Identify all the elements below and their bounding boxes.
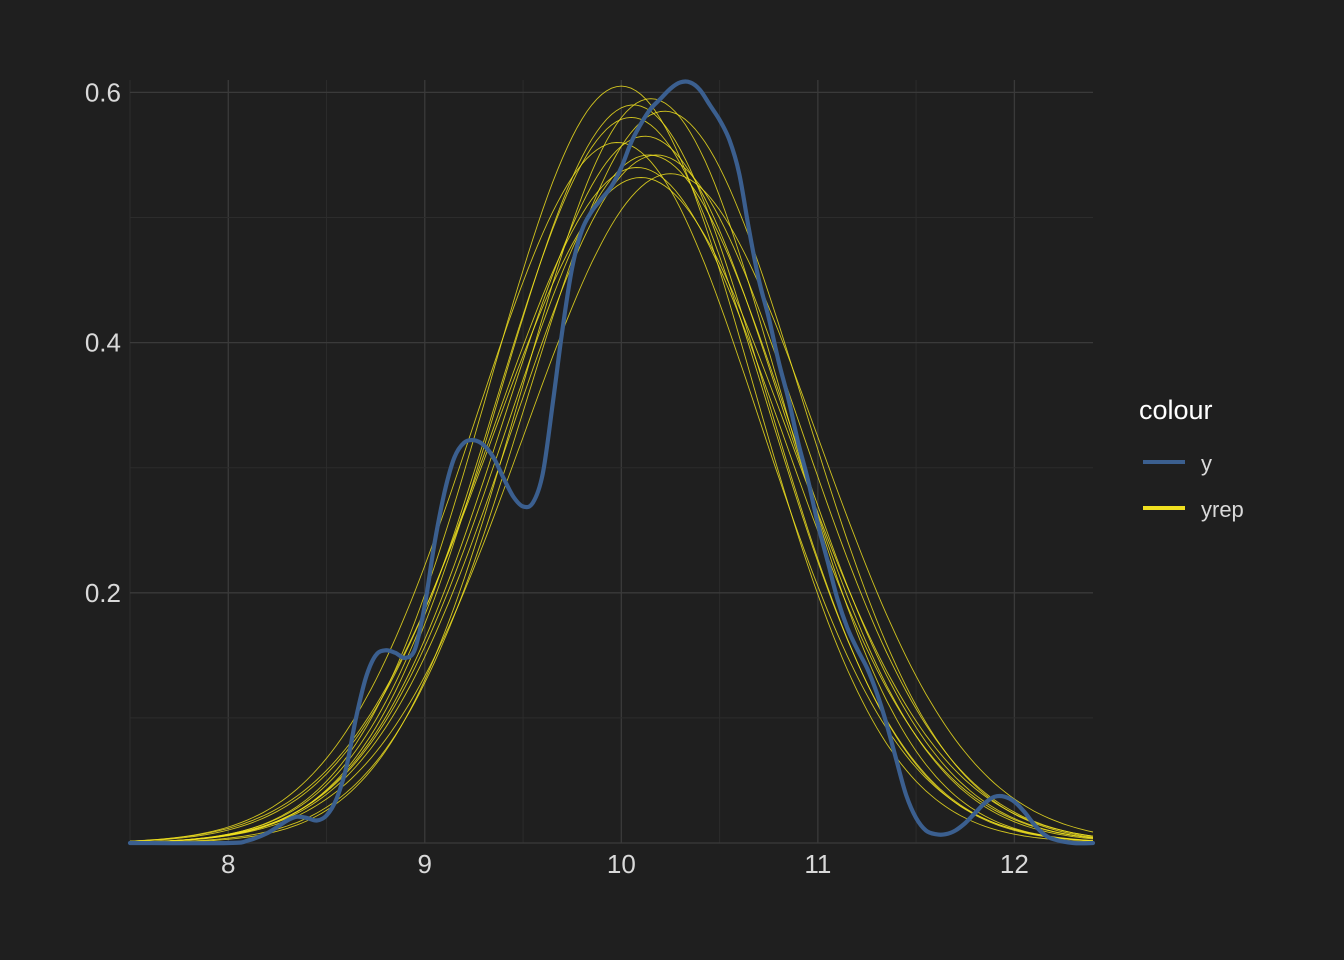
yrep-draw-line	[129, 173, 1094, 843]
legend-label-yrep: yrep	[1201, 497, 1244, 522]
yrep-draw-line	[129, 116, 1094, 843]
y-series-line	[127, 79, 1096, 846]
y-axis-tick-labels: 0.2 0.4 0.6	[85, 77, 121, 607]
yrep-draw-line	[129, 98, 1094, 844]
yrep-draw-line	[129, 167, 1094, 842]
yrep-draw-line	[129, 85, 1094, 843]
legend-label-y: y	[1201, 451, 1212, 476]
y-tick-label: 0.4	[85, 328, 121, 358]
legend: colour y yrep	[1139, 395, 1244, 522]
x-tick-label: 12	[1000, 849, 1029, 879]
x-tick-label: 9	[418, 849, 432, 879]
x-tick-label: 8	[221, 849, 235, 879]
x-tick-label: 10	[607, 849, 636, 879]
yrep-draw-line	[129, 154, 1094, 843]
yrep-draw-line	[130, 110, 1094, 844]
yrep-draw-line	[129, 135, 1094, 843]
yrep-draw-line	[129, 142, 1094, 842]
legend-title: colour	[1139, 395, 1213, 425]
y-tick-label: 0.6	[85, 77, 121, 107]
grid-lines	[129, 80, 1093, 844]
yrep-draw-line	[129, 154, 1094, 843]
y-tick-label: 0.2	[85, 578, 121, 608]
x-axis-tick-labels: 8 9 10 11 12	[221, 849, 1029, 879]
yrep-series-lines	[129, 85, 1094, 844]
y-density-line	[127, 79, 1096, 846]
yrep-draw-line	[129, 104, 1094, 843]
yrep-draw-line	[129, 177, 1094, 842]
x-tick-label: 11	[804, 849, 831, 879]
